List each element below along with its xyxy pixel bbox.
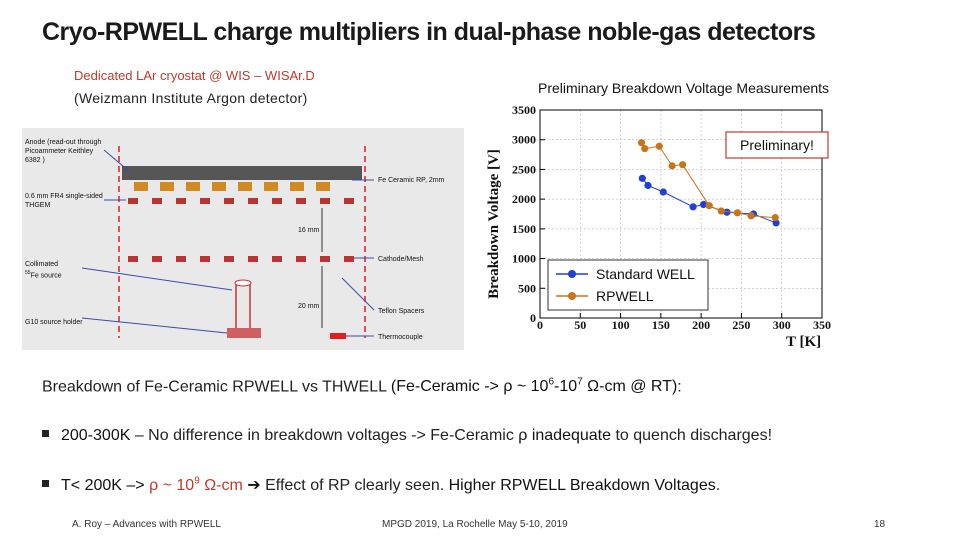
footer-author: A. Roy – Advances with RPWELL (72, 519, 221, 530)
source-holder-rod (235, 282, 251, 334)
g10-holder-base (227, 328, 261, 338)
label-fe-ceramic: Fe Ceramic RP, 2mm (378, 177, 445, 184)
data-point-1 (717, 207, 725, 215)
label-anode: Anode (read-out through Picoammeter Keit… (25, 139, 102, 164)
thermocouple-mark (330, 333, 346, 339)
label-thgem: 0.6 mm FR4 single-sided THGEM (25, 193, 103, 209)
footer-conference: MPGD 2019, La Rochelle May 5-10, 2019 (382, 519, 568, 530)
bullet2-rho: ρ ~ 109 Ω-cm (149, 475, 243, 494)
data-point-1 (637, 139, 646, 147)
x-tick-label: 0 (537, 318, 543, 332)
subtitle-cryostat: Dedicated LAr cryostat @ WIS – WISAr.D (74, 68, 315, 83)
slide-title: Cryo-RPWELL charge multipliers in dual-p… (42, 18, 816, 46)
cathode-mesh (128, 256, 354, 262)
bullet2-bold: Higher RPWELL Breakdown Voltages (448, 477, 716, 494)
breakdown-voltage-chart: 0 50 100 150 200 250 300 350 0 500 1000 1500 2000 250… (482, 100, 878, 348)
legend-swatch-marker (568, 270, 576, 278)
y-tick-label: 3000 (512, 133, 536, 147)
label-g10: G10 source holder (25, 319, 83, 326)
chart-series (637, 139, 780, 227)
y-tick-label: 2500 (512, 162, 536, 176)
data-point-1 (668, 162, 676, 170)
data-point-0 (723, 208, 731, 216)
y-tick-label: 2000 (512, 192, 536, 206)
data-point-1 (679, 161, 687, 169)
x-tick-label: 50 (574, 318, 586, 332)
arrow-right-icon: ➔ (242, 477, 266, 494)
label-cathode: Cathode/Mesh (378, 256, 424, 263)
preliminary-annotation: Preliminary! (725, 131, 829, 159)
x-tick-label: 250 (732, 318, 750, 332)
body-resistivity: (Fe-Ceramic -> ρ ~ 106-107 Ω-cm @ RT) (390, 377, 678, 396)
data-point-1 (641, 145, 649, 153)
x-tick-label: 150 (652, 318, 670, 332)
annotation-text: Preliminary! (740, 137, 814, 153)
x-axis-label: T [K] (786, 334, 821, 348)
label-thermocouple: Thermocouple (378, 334, 423, 341)
data-point-0 (772, 219, 780, 227)
data-point-0 (638, 174, 646, 182)
x-tick-label: 100 (612, 318, 630, 332)
detector-schematic: Anode (read-out through Picoammeter Keit… (22, 128, 464, 350)
label-dim-20: 20 mm (298, 303, 320, 310)
y-tick-label: 3500 (512, 103, 536, 117)
legend-swatch-marker (568, 292, 576, 300)
data-point-1 (771, 213, 779, 222)
subtitle-institute: (Weizmann Institute Argon detector) (74, 90, 308, 106)
y-tick-label: 1000 (512, 252, 536, 266)
bullet-low-temp: T< 200K –> ρ ~ 109 Ω-cm ➔ Effect of RP c… (42, 475, 720, 495)
label-teflon: Teflon Spacers (378, 308, 425, 315)
body-summary: Breakdown of Fe-Ceramic RPWELL vs THWELL… (42, 377, 682, 396)
y-axis-label: Breakdown Voltage [V] (486, 149, 502, 299)
data-point-0 (689, 203, 697, 211)
label-fe-source: Fe source (30, 272, 62, 280)
bullet2-text: Effect of RP clearly seen. (265, 477, 449, 494)
legend-label: Standard WELL (596, 266, 695, 282)
y-tick-label: 1500 (512, 222, 536, 236)
y-tick-label: 500 (518, 281, 536, 295)
chart-ticks: 0 50 100 150 200 250 300 3500500100015002000250… (512, 103, 831, 332)
bullet-square-icon (42, 480, 49, 488)
thgem-layer (128, 198, 354, 204)
bullet-square-icon (42, 430, 49, 438)
body-colon: : (677, 378, 682, 396)
anode-pads (134, 182, 330, 191)
bullet2-end: . (715, 477, 721, 494)
label-fe-isotope: 55 (25, 270, 31, 276)
data-point-1 (705, 202, 713, 210)
data-point-0 (659, 188, 667, 196)
data-point-1 (733, 209, 741, 217)
bullet1-range: 200-300K (61, 427, 131, 444)
plot-frame (539, 109, 823, 319)
data-point-1 (747, 212, 755, 220)
data-point-1 (655, 142, 663, 150)
annotation-box (725, 131, 829, 159)
chart-heading: Preliminary Breakdown Voltage Measuremen… (538, 80, 830, 96)
source-top (234, 279, 252, 287)
x-tick-label: 300 (773, 318, 791, 332)
page-number: 18 (874, 519, 886, 530)
label-collimated: Collimated (25, 261, 59, 268)
bullet-high-temp: 200-300K – No difference in breakdown vo… (42, 427, 772, 445)
data-point-0 (644, 181, 652, 190)
bullet1-tail: to quench discharges! (611, 427, 773, 444)
bullet2-head: T< 200K –> (61, 477, 150, 494)
x-tick-label: 200 (692, 318, 710, 332)
x-tick-label: 350 (813, 318, 831, 332)
bullet1-text: – No difference in breakdown voltages ->… (130, 427, 519, 444)
chart-legend: Standard WELL RPWELL (547, 259, 709, 311)
y-tick-label: 0 (530, 311, 536, 325)
series-line-1 (641, 142, 776, 219)
body-lead: Breakdown of Fe-Ceramic RPWELL vs THWELL (42, 378, 387, 396)
data-point-0 (699, 200, 708, 209)
legend-label: RPWELL (596, 288, 654, 304)
bullet1-rho: ρ inadequate (518, 427, 612, 444)
legend-box (547, 259, 709, 311)
anode-bar (122, 166, 362, 180)
chart-svg: 0 50 100 150 200 250 300 3500500100015002000250… (486, 103, 831, 348)
callout-arrows (81, 149, 375, 337)
label-dim-16: 16 mm (298, 227, 320, 234)
